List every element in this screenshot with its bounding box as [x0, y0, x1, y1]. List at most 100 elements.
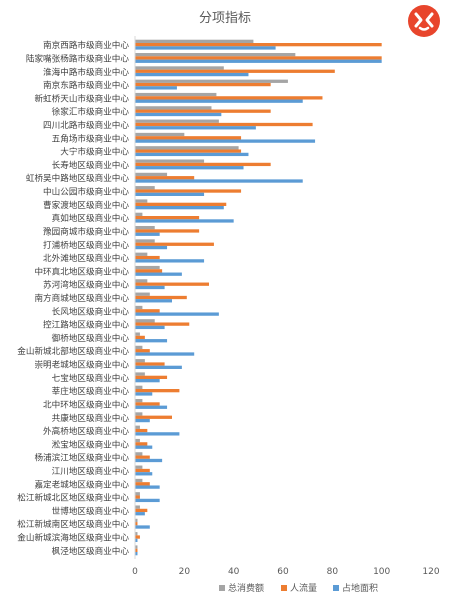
bar-3-2 — [135, 59, 382, 63]
bar-2-35 — [135, 495, 140, 499]
category-label: 杨浦滨江地区级商业中心 — [34, 452, 129, 464]
bar-2-4 — [135, 82, 271, 87]
bar-2-31 — [135, 442, 148, 446]
bar-3-28 — [135, 405, 168, 409]
bar-3-27 — [135, 392, 153, 396]
bar-1-20 — [135, 292, 150, 296]
legend-swatch — [333, 585, 339, 591]
bar-3-3 — [135, 72, 249, 77]
bar-2-23 — [135, 335, 145, 340]
x-tick-label: 40 — [228, 567, 240, 577]
bar-3-22 — [135, 325, 165, 330]
category-label: 曹家渡地区级商业中心 — [43, 199, 129, 211]
category-label: 南京西路市级商业中心 — [43, 39, 129, 51]
bar-1-6 — [135, 106, 212, 110]
category-label: 大宁市级商业中心 — [60, 146, 129, 158]
bar-2-19 — [135, 282, 209, 286]
category-label: 长寿地区级商业中心 — [52, 159, 130, 171]
bar-1-10 — [135, 159, 205, 163]
bar-3-13 — [135, 206, 224, 210]
bar-2-8 — [135, 136, 242, 140]
bar-3-12 — [135, 192, 205, 196]
legend-label: 人流量 — [290, 582, 317, 594]
bar-3-36 — [135, 512, 145, 516]
bar-3-33 — [135, 472, 153, 476]
category-label: 苏河湾地区级商业中心 — [43, 279, 129, 291]
bar-2-9 — [135, 149, 242, 153]
bar-1-39 — [135, 545, 138, 549]
bar-3-20 — [135, 299, 172, 303]
category-label: 北外滩地区级商业中心 — [43, 252, 129, 264]
bar-3-1 — [135, 46, 276, 50]
bar-3-24 — [135, 352, 195, 356]
bar-2-2 — [135, 56, 382, 60]
bar-2-5 — [135, 96, 323, 100]
bar-1-15 — [135, 226, 155, 230]
bar-2-22 — [135, 322, 190, 326]
bar-2-26 — [135, 375, 168, 379]
bar-2-25 — [135, 362, 165, 366]
bar-2-15 — [135, 229, 200, 233]
bar-3-30 — [135, 432, 180, 436]
bar-3-18 — [135, 272, 182, 276]
bar-1-31 — [135, 438, 140, 443]
bar-1-14 — [135, 212, 143, 216]
bar-1-5 — [135, 92, 217, 97]
bar-2-24 — [135, 349, 150, 353]
bar-1-25 — [135, 359, 145, 363]
bar-1-1 — [135, 39, 254, 43]
bar-3-11 — [135, 179, 303, 183]
bar-1-16 — [135, 239, 155, 243]
category-label: 金山新城滨海地区级商业中心 — [17, 532, 129, 544]
bar-3-29 — [135, 418, 150, 423]
bar-2-37 — [135, 522, 138, 526]
bar-3-35 — [135, 498, 160, 503]
bar-3-10 — [135, 166, 244, 170]
bar-1-30 — [135, 425, 140, 429]
bar-3-9 — [135, 152, 249, 157]
category-label: 淞宝地区级商业中心 — [52, 438, 130, 450]
bar-1-7 — [135, 119, 219, 123]
legend-swatch — [281, 585, 287, 591]
bar-1-23 — [135, 332, 140, 336]
bar-1-3 — [135, 66, 224, 70]
bar-2-38 — [135, 535, 140, 539]
bar-3-34 — [135, 485, 160, 489]
category-label: 虹桥吴中路地区级商业中心 — [26, 172, 130, 184]
category-label: 新虹桥天山市级商业中心 — [34, 92, 129, 104]
category-label: 五角场市级商业中心 — [52, 132, 130, 144]
legend-label: 总消费额 — [228, 582, 264, 594]
bar-1-38 — [135, 532, 138, 536]
bar-1-26 — [135, 372, 145, 376]
bar-1-2 — [135, 53, 296, 57]
bar-1-36 — [135, 505, 140, 509]
bar-1-34 — [135, 478, 143, 483]
bar-3-16 — [135, 245, 168, 250]
category-label: 御桥地区级商业中心 — [52, 332, 130, 344]
bar-1-17 — [135, 252, 148, 256]
chart-title: 分项指标 — [199, 11, 251, 26]
bar-1-12 — [135, 186, 155, 190]
bar-2-33 — [135, 468, 150, 473]
category-label: 松江新城北区地区级商业中心 — [17, 492, 129, 504]
x-tick-label: 80 — [327, 567, 339, 577]
category-label: 莘庄地区级商业中心 — [52, 385, 130, 397]
category-label: 南方商城地区级商业中心 — [34, 292, 129, 304]
bar-2-7 — [135, 122, 313, 127]
category-label: 世博地区级商业中心 — [52, 505, 130, 517]
category-label: 控江路地区级商业中心 — [43, 319, 129, 331]
x-tick-label: 20 — [179, 567, 191, 577]
category-label: 江川地区级商业中心 — [52, 465, 130, 477]
bar-2-13 — [135, 202, 227, 206]
category-label: 七宝地区级商业中心 — [52, 372, 130, 384]
bar-1-32 — [135, 452, 143, 456]
category-label: 豫园商城市级商业中心 — [43, 225, 129, 237]
category-label: 金山新城北部地区级商业中心 — [17, 345, 129, 357]
bar-2-3 — [135, 69, 335, 73]
bar-1-24 — [135, 345, 143, 350]
bar-1-8 — [135, 132, 185, 137]
bar-3-15 — [135, 232, 160, 236]
bar-2-6 — [135, 109, 271, 113]
category-label: 四川北路市级商业中心 — [43, 119, 129, 131]
bar-2-21 — [135, 309, 160, 313]
